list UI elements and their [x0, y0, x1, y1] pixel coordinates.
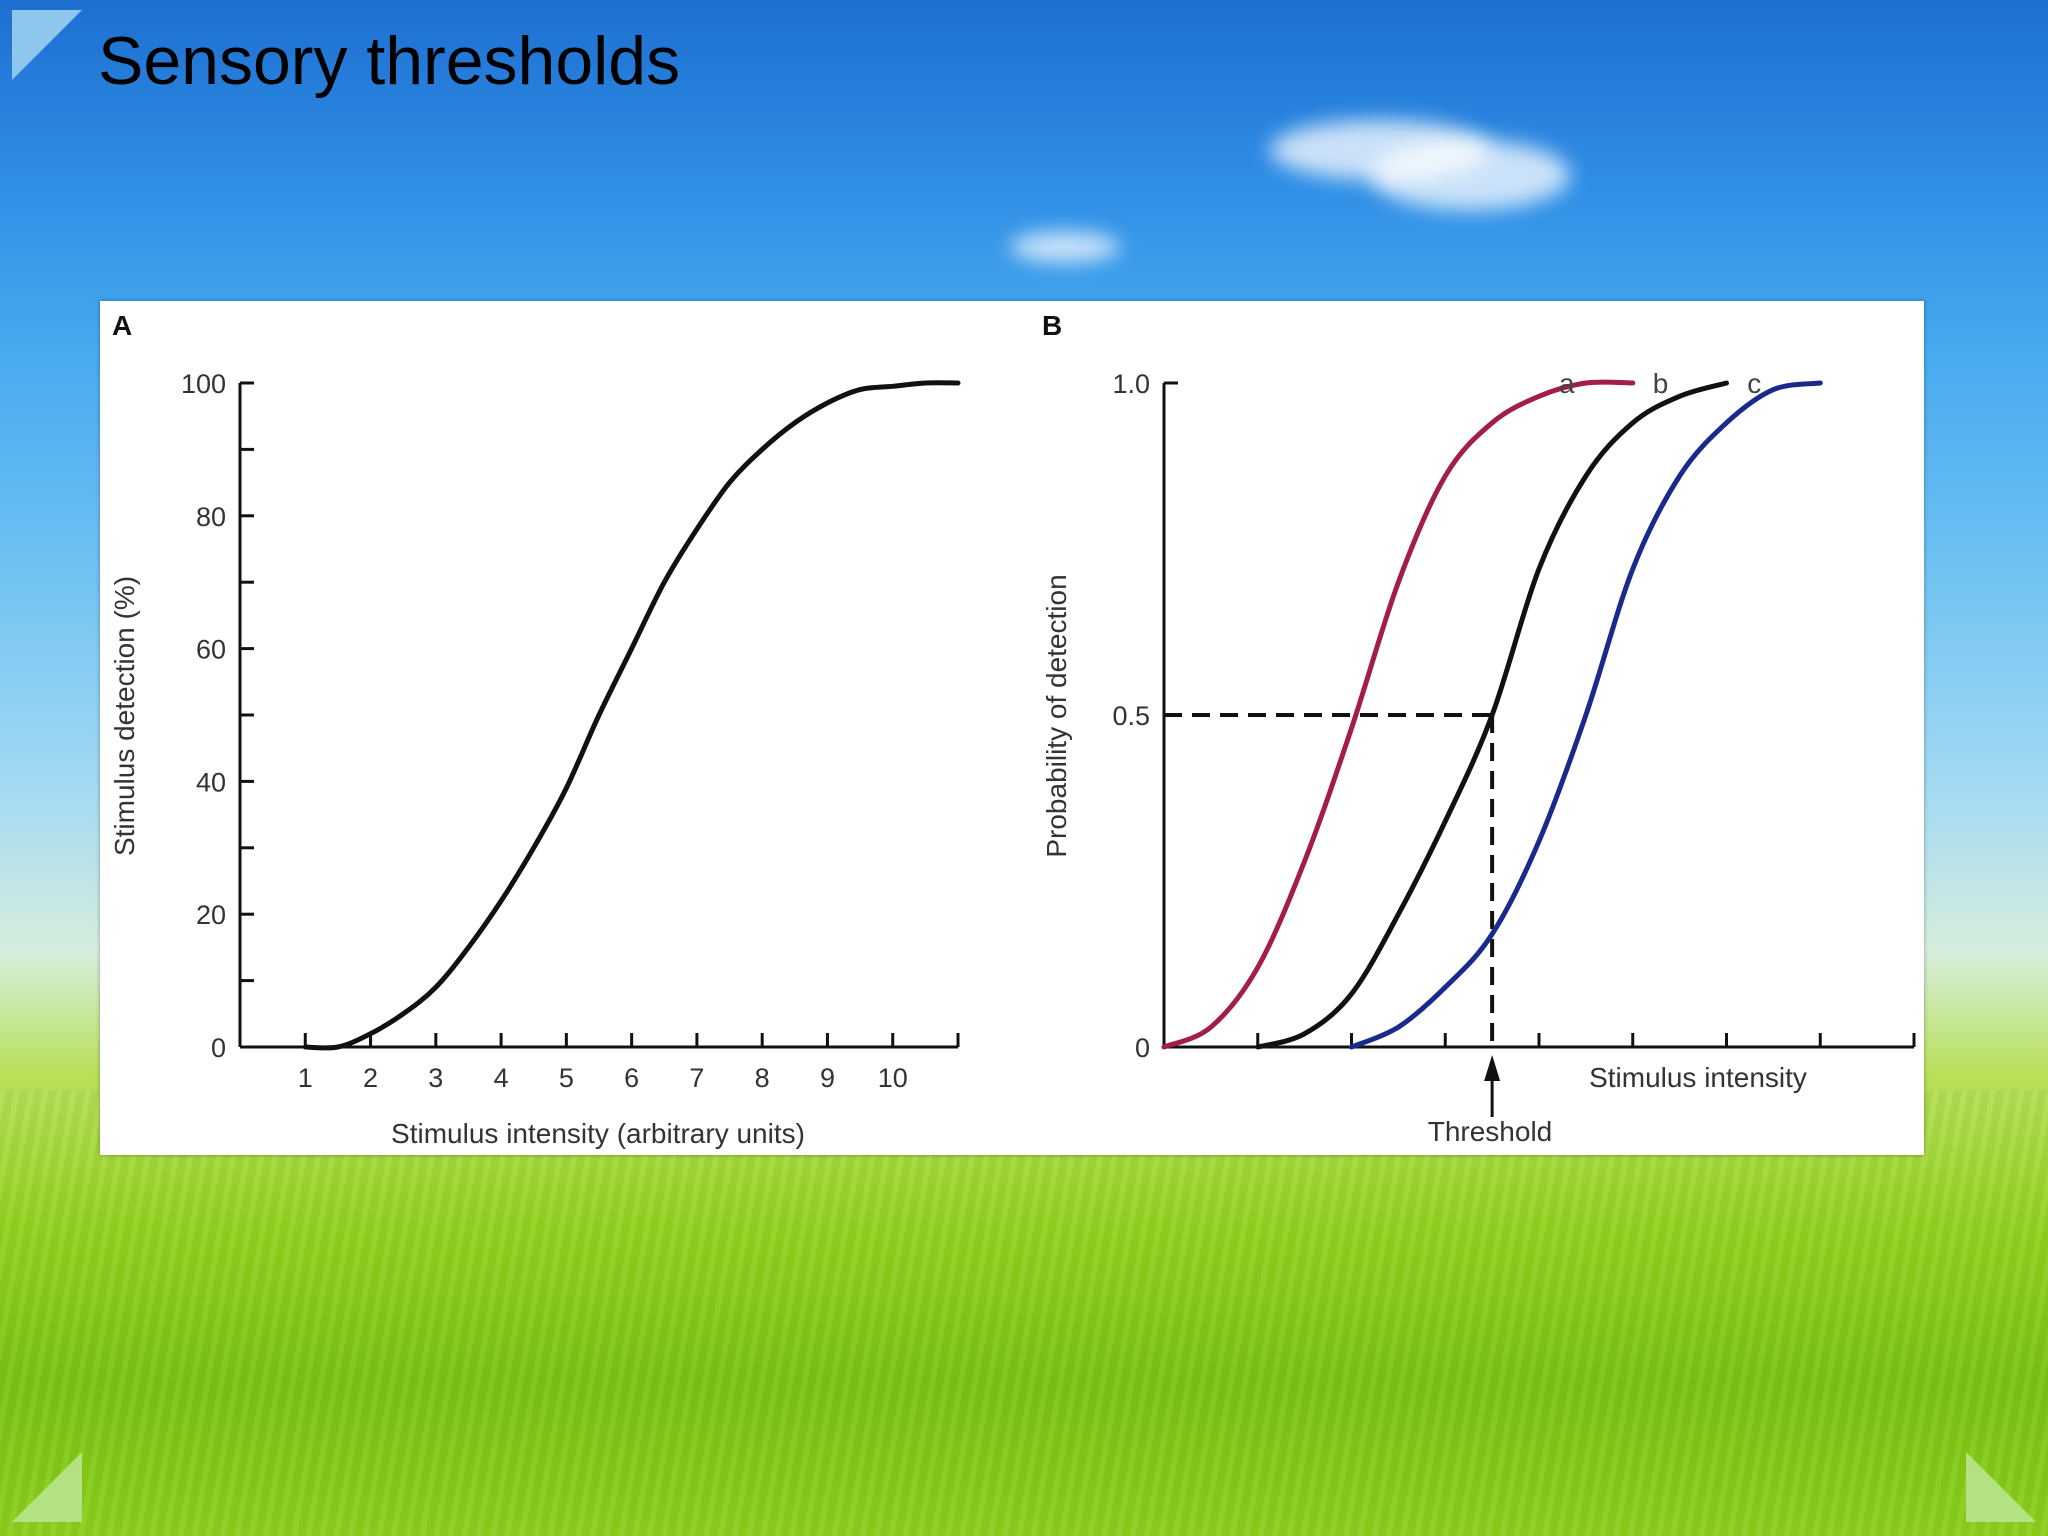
slide-title: Sensory thresholds: [98, 23, 681, 99]
panel-a-y-tick-label: 0: [211, 1033, 226, 1063]
threshold-arrow-head: [1484, 1055, 1501, 1081]
panel-a-x-tick-label: 6: [624, 1063, 639, 1093]
panel-a-curve: [302, 380, 961, 1051]
panel-b-label: B: [1042, 310, 1062, 341]
panel-a-x-tick-label: 9: [820, 1063, 835, 1093]
panel-a-label: A: [112, 310, 132, 341]
panel-b-y-tick-label: 0: [1135, 1033, 1150, 1063]
panel-a-x-tick-label: 1: [298, 1063, 313, 1093]
panel-a-x-axis-label: Stimulus intensity (arbitrary units): [391, 1118, 805, 1149]
panel-b-y-tick-label: 0.5: [1112, 701, 1150, 731]
panel-b-curve-label-c: c: [1747, 368, 1761, 399]
corner-triangle-top-left: [12, 10, 82, 80]
panel-a-y-tick-label: 80: [196, 502, 226, 532]
panel-a-x-tick-label: 2: [363, 1063, 378, 1093]
panel-a-x-tick-label: 3: [428, 1063, 443, 1093]
panel-b-curve-c: [1349, 380, 1823, 1050]
panel-a-x-tick-label: 8: [755, 1063, 770, 1093]
panel-a-x-tick-label: 4: [494, 1063, 509, 1093]
panel-a: A Stimulus detection (%) Stimulus intens…: [109, 310, 961, 1149]
figure-panel: A Stimulus detection (%) Stimulus intens…: [100, 301, 1924, 1155]
panel-a-y-axis-label: Stimulus detection (%): [109, 576, 140, 856]
panel-b: B Probability of detection Stimulus inte…: [1041, 310, 1916, 1147]
panel-b-x-axis-label: Stimulus intensity: [1589, 1062, 1807, 1093]
panel-b-curve-label-a: a: [1559, 368, 1575, 399]
panel-b-y-tick-label: 1.0: [1112, 369, 1150, 399]
panel-a-y-tick-label: 100: [181, 369, 226, 399]
figure-svg: A Stimulus detection (%) Stimulus intens…: [109, 310, 1916, 1149]
panel-a-y-tick-label: 40: [196, 767, 226, 797]
panel-b-y-axis-label: Probability of detection: [1041, 574, 1072, 857]
corner-triangle-bottom-right: [1966, 1452, 2036, 1522]
panel-a-x-tick-label: 10: [878, 1063, 908, 1093]
cloud: [1010, 232, 1120, 262]
panel-a-y-tick-label: 60: [196, 635, 226, 665]
threshold-label: Threshold: [1428, 1116, 1553, 1147]
corner-triangle-bottom-left: [12, 1452, 82, 1522]
panel-b-curve-a: [1161, 379, 1636, 1050]
panel-a-x-tick-label: 5: [559, 1063, 574, 1093]
panel-b-curve-label-b: b: [1653, 368, 1669, 399]
panel-b-curve-b: [1255, 380, 1729, 1050]
panel-a-x-tick-label: 7: [689, 1063, 704, 1093]
grass-background: [0, 1090, 2048, 1536]
panel-a-y-tick-label: 20: [196, 900, 226, 930]
cloud: [1370, 140, 1570, 210]
